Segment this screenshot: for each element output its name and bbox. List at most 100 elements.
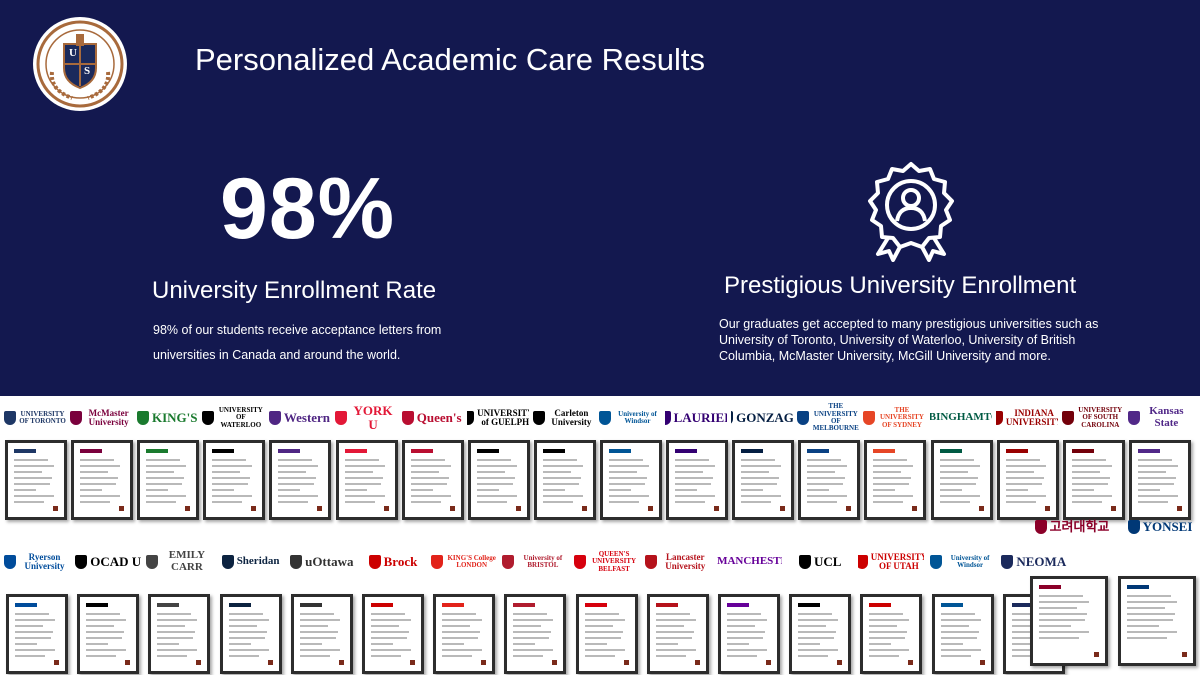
letter-text-line xyxy=(940,625,969,627)
university-name: BINGHAMTON xyxy=(929,411,992,424)
university-crest-icon xyxy=(1127,411,1140,425)
acceptance-letter xyxy=(931,594,994,674)
acceptance-letter xyxy=(5,440,67,520)
university-logo: Sheridan xyxy=(218,542,284,582)
letter-text-line xyxy=(873,501,904,503)
page-title: Personalized Academic Care Results xyxy=(195,42,706,77)
letter-text-line xyxy=(80,483,117,485)
letter-header xyxy=(1127,585,1149,589)
letter-text-line xyxy=(1071,501,1102,503)
academy-crest-icon xyxy=(33,17,127,111)
letter-text-line xyxy=(146,477,185,479)
university-logo: UNIVERSITY OF UTAH xyxy=(858,542,924,582)
letter-header xyxy=(299,603,322,607)
university-crest-icon xyxy=(136,411,149,425)
letter-text-line xyxy=(1005,489,1028,491)
university-logo: Ryerson University xyxy=(4,542,70,582)
university-name: UCL xyxy=(813,554,842,570)
letter-text-line xyxy=(609,459,643,461)
letter-text-line xyxy=(15,625,43,627)
letter-header xyxy=(939,449,962,453)
university-crest-icon xyxy=(401,411,414,425)
letter-text-line xyxy=(655,613,690,615)
letter-text-line xyxy=(476,471,505,473)
letter-text-line xyxy=(741,501,772,503)
letter-text-line xyxy=(542,471,571,473)
university-logo: LAURIER xyxy=(665,402,727,434)
letter-text-line xyxy=(15,643,37,645)
university-logo: Lancaster University xyxy=(644,542,711,582)
acceptance-letter xyxy=(335,440,398,520)
university-name: Sheridan xyxy=(236,555,280,568)
letter-text-line xyxy=(14,477,52,479)
acceptance-letter xyxy=(666,440,729,520)
letter-text-line xyxy=(741,489,764,491)
university-name: QUEEN'S UNIVERSITY BELFAST xyxy=(592,549,637,573)
letter-header xyxy=(1071,449,1094,453)
letter-text-line xyxy=(609,483,645,485)
university-crest-icon xyxy=(858,555,868,569)
letter-text-line xyxy=(1071,459,1106,461)
letter-text-line xyxy=(476,465,517,467)
university-logo: KING'S xyxy=(136,402,198,434)
letter-text-line xyxy=(1039,601,1089,603)
letter-text-line xyxy=(1011,655,1042,657)
letter-text-line xyxy=(1127,637,1167,639)
letter-text-line xyxy=(741,465,782,467)
letter-seal xyxy=(846,506,852,511)
letter-text-line xyxy=(1011,613,1046,615)
letter-text-line xyxy=(542,465,583,467)
letter-text-line xyxy=(146,495,187,497)
letter-seal xyxy=(338,660,344,665)
letter-text-line xyxy=(584,643,607,645)
letter-text-line xyxy=(584,613,619,615)
letter-text-line xyxy=(542,477,581,479)
letter-header xyxy=(1137,449,1160,453)
letter-text-line xyxy=(14,471,42,473)
letter-text-line xyxy=(278,459,313,461)
letter-text-line xyxy=(86,631,125,633)
letter-text-line xyxy=(584,637,621,639)
letter-text-line xyxy=(939,465,980,467)
letter-text-line xyxy=(344,501,375,503)
university-name: UNIVERSITY OF WATERLOO xyxy=(218,405,263,429)
letter-text-line xyxy=(1071,495,1112,497)
university-logo: THE UNIVERSITY OF MELBOURNE xyxy=(797,402,859,434)
letter-text-line xyxy=(939,477,978,479)
letter-text-line xyxy=(940,619,981,621)
university-crest-icon xyxy=(221,555,234,569)
letter-text-line xyxy=(609,495,649,497)
letter-header xyxy=(86,603,109,607)
letter-text-line xyxy=(1127,619,1173,621)
letter-text-line xyxy=(513,649,554,651)
letter-header xyxy=(1011,603,1034,607)
letter-text-line xyxy=(542,501,573,503)
university-crest-icon xyxy=(532,411,545,425)
letter-text-line xyxy=(14,501,44,503)
letter-text-line xyxy=(146,483,183,485)
university-crest-icon xyxy=(368,555,381,569)
letter-text-line xyxy=(157,631,196,633)
letter-text-line xyxy=(1005,465,1046,467)
university-name: Kansas State xyxy=(1149,405,1184,429)
letter-text-line xyxy=(513,619,554,621)
letter-text-line xyxy=(278,483,315,485)
letter-header xyxy=(278,449,301,453)
letter-text-line xyxy=(228,613,263,615)
letter-text-line xyxy=(299,649,340,651)
letter-text-line xyxy=(212,465,253,467)
letter-text-line xyxy=(410,483,447,485)
letter-text-line xyxy=(278,465,319,467)
letter-text-line xyxy=(584,655,615,657)
letter-text-line xyxy=(371,625,399,627)
university-logo: UNIVERSITY of GUELPH xyxy=(466,402,529,434)
university-name: EMILY CARR xyxy=(168,549,206,573)
letter-text-line xyxy=(542,495,583,497)
acceptance-letter xyxy=(860,594,923,674)
university-logo: UCL xyxy=(787,542,853,582)
university-name: KING'S xyxy=(151,410,198,426)
letter-header xyxy=(14,449,36,453)
letter-text-line xyxy=(80,489,103,491)
letter-text-line xyxy=(727,637,763,639)
letter-text-line xyxy=(940,649,981,651)
